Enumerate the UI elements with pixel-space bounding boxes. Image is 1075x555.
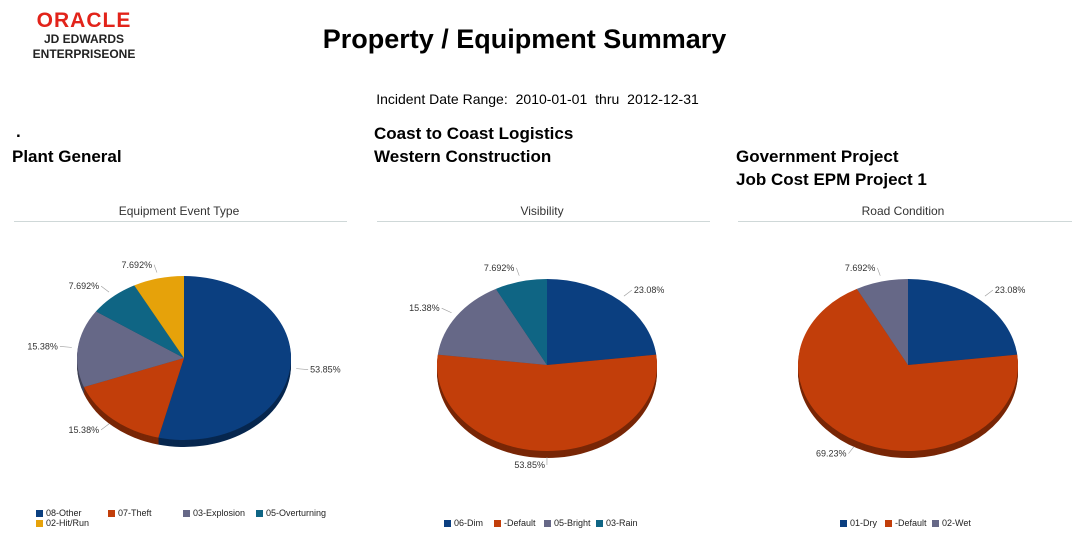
data-label: 23.08% xyxy=(995,285,1026,295)
legend-item: -Default xyxy=(494,518,536,528)
legend-swatch xyxy=(544,520,551,527)
column-3-header-line-1: Government Project xyxy=(736,147,899,166)
column-1-header-line-2: Plant General xyxy=(12,147,122,166)
date-range-to: 2012-12-31 xyxy=(627,91,699,107)
data-label-leader xyxy=(441,307,452,313)
data-label: 53.85% xyxy=(310,365,341,375)
data-label: 7.692% xyxy=(122,260,153,270)
legend-item: 08-Other xyxy=(36,508,82,518)
legend-swatch xyxy=(36,520,43,527)
date-range-thru: thru xyxy=(595,91,620,107)
legend-item: 03-Rain xyxy=(596,518,638,528)
data-label-leader xyxy=(153,264,158,273)
legend-item: 03-Explosion xyxy=(183,508,245,518)
pie-slice[interactable] xyxy=(495,279,547,365)
data-label-leader xyxy=(623,289,633,297)
data-label: 69.23% xyxy=(816,449,847,459)
chart-2-title: Visibility xyxy=(520,204,564,218)
pie-slice[interactable] xyxy=(77,311,184,388)
legend-swatch xyxy=(596,520,603,527)
legend-item: 05-Bright xyxy=(544,518,591,528)
legend-swatch xyxy=(36,510,43,517)
pie-slice[interactable] xyxy=(95,285,184,358)
legend-swatch xyxy=(183,510,190,517)
legend-item: 06-Dim xyxy=(444,518,483,528)
pie-slice[interactable] xyxy=(547,279,657,365)
pie-slice[interactable] xyxy=(134,276,184,358)
pie-slice[interactable] xyxy=(437,288,547,365)
date-range-label: Incident Date Range: xyxy=(376,91,508,107)
chart-1-divider xyxy=(14,221,347,222)
legend-swatch xyxy=(444,520,451,527)
data-label: 7.692% xyxy=(845,263,876,273)
pie-slice[interactable] xyxy=(856,279,908,365)
column-2-header-line-1: Coast to Coast Logistics xyxy=(374,124,574,143)
page-title-text: Property / Equipment Summary xyxy=(322,24,727,54)
column-2-header-line-2: Western Construction xyxy=(374,147,552,166)
data-label: 7.692% xyxy=(484,263,515,273)
date-range-from: 2010-01-01 xyxy=(515,91,588,107)
legend-swatch xyxy=(494,520,501,527)
chart-3-divider xyxy=(738,221,1072,222)
logo-line-1: JD EDWARDS xyxy=(43,32,124,46)
logo-brand: ORACLE xyxy=(36,9,132,32)
legend-swatch xyxy=(840,520,847,527)
legend-swatch xyxy=(885,520,892,527)
page-title: Property / Equipment Summary xyxy=(0,24,1075,55)
data-label-leader xyxy=(100,423,110,431)
legend-item: 02-Wet xyxy=(932,518,971,528)
legend-swatch xyxy=(932,520,939,527)
data-label: 15.38% xyxy=(69,425,100,435)
data-label: 53.85% xyxy=(514,460,545,470)
data-label-leader xyxy=(984,289,994,297)
data-label: 23.08% xyxy=(634,285,665,295)
pie-slice[interactable] xyxy=(437,354,657,452)
pie-slice[interactable] xyxy=(908,279,1018,365)
logo-line-2: ENTERPRISEONE xyxy=(32,47,136,61)
data-label-leader xyxy=(848,446,855,454)
legend-item: 07-Theft xyxy=(108,508,152,518)
data-label: 15.38% xyxy=(27,341,58,351)
chart-2-divider xyxy=(377,221,710,222)
legend-item: 02-Hit/Run xyxy=(36,518,89,528)
data-label-leader xyxy=(100,285,110,293)
data-label-leader xyxy=(516,267,520,276)
column-1-header-line-1: . xyxy=(16,122,21,141)
legend-item: 01-Dry xyxy=(840,518,877,528)
legend-item: 05-Overturning xyxy=(256,508,326,518)
pie-slice[interactable] xyxy=(158,276,292,440)
column-3-header-line-2: Job Cost EPM Project 1 xyxy=(736,170,927,189)
data-label-leader xyxy=(59,346,72,348)
chart-1-title: Equipment Event Type xyxy=(118,204,240,218)
data-label: 15.38% xyxy=(409,303,440,313)
oracle-jde-logo: ORACLE JD EDWARDS ENTERPRISEONE xyxy=(22,10,146,62)
chart-3-title: Road Condition xyxy=(861,204,945,218)
legend-item: -Default xyxy=(885,518,927,528)
data-label-leader xyxy=(877,267,881,276)
legend-swatch xyxy=(108,510,115,517)
pie-slice[interactable] xyxy=(83,358,184,438)
date-range: Incident Date Range: 2010-01-01 thru 201… xyxy=(0,91,1075,107)
legend-swatch xyxy=(256,510,263,517)
data-label-leader xyxy=(296,368,309,370)
data-label: 7.692% xyxy=(69,281,100,291)
pie-slice[interactable] xyxy=(797,288,1018,452)
